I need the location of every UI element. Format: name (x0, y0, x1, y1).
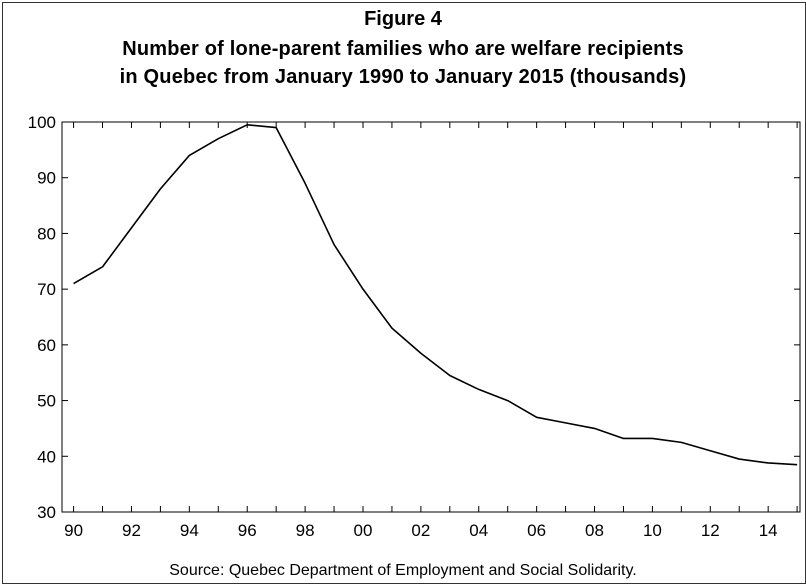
x-tick-label: 08 (585, 521, 604, 540)
x-tick-label: 00 (354, 521, 373, 540)
source-note: Source: Quebec Department of Employment … (169, 562, 637, 579)
chart-title-line-2: in Quebec from January 1990 to January 2… (119, 66, 687, 88)
x-tick-label: 12 (701, 521, 720, 540)
x-tick-label: 92 (122, 521, 141, 540)
x-tick-label: 94 (180, 521, 199, 540)
y-tick-label: 80 (37, 224, 56, 243)
x-tick-label: 96 (238, 521, 257, 540)
figure-label: Figure 4 (364, 8, 442, 30)
y-tick-label: 30 (37, 503, 56, 522)
x-tick-label: 04 (469, 521, 488, 540)
y-tick-label: 70 (37, 280, 56, 299)
x-tick-label: 98 (296, 521, 315, 540)
y-tick-label: 40 (37, 447, 56, 466)
x-tick-label: 06 (527, 521, 546, 540)
plot-area-border (61, 121, 801, 513)
y-tick-label: 100 (28, 113, 56, 132)
x-tick-label: 02 (411, 521, 430, 540)
chart-title-line-1: Number of lone-parent families who are w… (122, 38, 684, 60)
y-tick-label: 60 (37, 336, 56, 355)
series-line (73, 123, 798, 466)
x-tick-label: 90 (64, 521, 83, 540)
x-tick-label: 14 (759, 521, 778, 540)
x-tick-label: 10 (643, 521, 662, 540)
y-tick-label: 50 (37, 392, 56, 411)
y-tick-label: 90 (37, 169, 56, 188)
